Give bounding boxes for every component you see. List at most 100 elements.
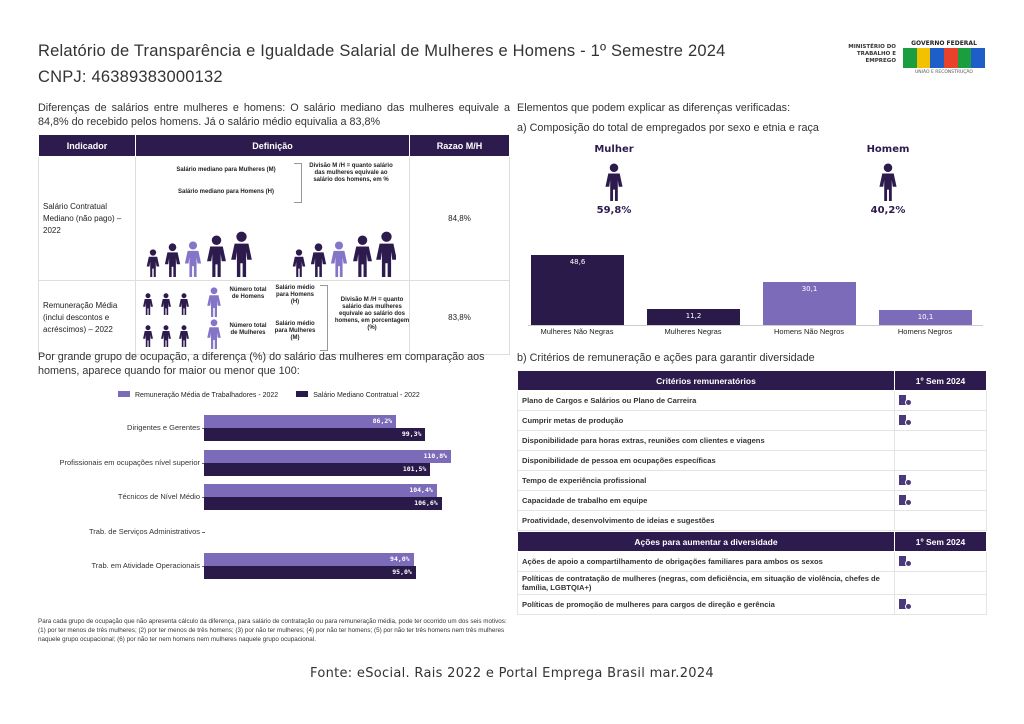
sub-b-heading: b) Critérios de remuneração e ações para… [517, 352, 815, 364]
row-check [894, 430, 987, 451]
row-check [894, 551, 987, 572]
category-label: Homens Negros [897, 327, 953, 336]
legend-item-salario: Salário Mediano Contratual - 2022 [296, 391, 420, 399]
bar-value: 10,1 [917, 313, 934, 322]
row-check [894, 450, 987, 471]
people-illustration [146, 229, 397, 281]
row-label: Tempo de experiência profissional [517, 470, 895, 491]
row-check [894, 390, 987, 411]
definition-mean: Número total de Homens Salário médio par… [135, 280, 410, 355]
report-title: Relatório de Transparência e Igualdade S… [38, 38, 828, 90]
category-label: Técnicos de Nível Médio [117, 492, 200, 501]
def-a: Salário mediano para Mulheres (M) [176, 167, 276, 173]
category-label: Homens Não Negros [773, 327, 845, 336]
table-row: Políticas de promoção de mulheres para c… [517, 594, 987, 615]
gov-label: GOVERNO FEDERAL [911, 40, 977, 47]
men-pct: 40,2% [870, 205, 906, 216]
composition-bar: 30,1 [763, 281, 856, 325]
women-pct: 59,8% [596, 205, 632, 216]
check-icon [899, 474, 912, 486]
bar-remuneracao: 86,2% [204, 415, 397, 428]
category-label: Dirigentes e Gerentes [127, 423, 200, 432]
man-icon [879, 163, 897, 201]
indicator-name: Salário Contratual Mediano (não pago) – … [38, 156, 136, 281]
axis-tick [202, 532, 205, 533]
row-label: Ações de apoio a compartilhamento de obr… [517, 551, 895, 572]
row-check [894, 510, 987, 531]
women-summary: Mulher 59,8% [594, 144, 634, 216]
diversity-header: Ações para aumentar a diversidade [517, 531, 895, 552]
axis-tick [202, 566, 205, 567]
s-homens: Salário médio para Homens (H) [275, 285, 315, 305]
check-icon [899, 414, 912, 426]
row-check [894, 571, 987, 595]
bar-value: 11,2 [685, 311, 702, 320]
definition-median: Salário mediano para Mulheres (M) Salári… [135, 156, 410, 281]
women-label: Mulher [594, 144, 634, 155]
row-label: Capacidade de trabalho em equipe [517, 490, 895, 511]
check-icon [899, 555, 912, 567]
row-check [894, 594, 987, 615]
ministry-logo-text: MINISTÉRIO DO TRABALHO E EMPREGO [848, 44, 896, 64]
row-label: Plano de Cargos e Salários ou Plano de C… [517, 390, 895, 411]
table-row: Disponibilidade para horas extras, reuni… [517, 430, 987, 451]
footnote: Para cada grupo de ocupação que não apre… [38, 618, 507, 643]
right-heading: Elementos que podem explicar as diferenç… [517, 102, 791, 114]
gov-tagline: UNIÃO E RECONSTRUÇÃO [915, 70, 973, 75]
ratio-mean: 83,8% [409, 280, 510, 355]
composition-bar: 10,1 [879, 310, 972, 325]
indicator-name: Remuneração Média (inclui descontos e ac… [38, 280, 136, 355]
bar-remuneracao: 94,0% [204, 553, 414, 566]
people-sum-icons [142, 287, 232, 353]
table-row: Ações de apoio a compartilhamento de obr… [517, 551, 987, 572]
axis-tick [202, 463, 205, 464]
table-row: Disponibilidade de pessoa em ocupações e… [517, 450, 987, 471]
men-label: Homem [866, 144, 910, 155]
diversity-col: 1º Sem 2024 [894, 531, 987, 552]
row-label: Disponibilidade de pessoa em ocupações e… [517, 450, 895, 471]
n-homens: Número total de Homens [229, 287, 267, 300]
check-icon [899, 494, 912, 506]
row-check [894, 490, 987, 511]
category-label: Mulheres Não Negras [540, 327, 614, 336]
row-label: Políticas de contratação de mulheres (ne… [517, 571, 895, 595]
axis-tick [202, 428, 205, 429]
header-definicao: Definição [135, 134, 410, 157]
def-c: Divisão M /H = quanto salário das mulher… [334, 297, 410, 331]
axis-tick [202, 497, 205, 498]
row-check [894, 470, 987, 491]
row-check [894, 410, 987, 431]
check-icon [899, 394, 912, 406]
woman-icon [605, 163, 623, 201]
header-indicador: Indicador [38, 134, 136, 157]
row-label: Proatividade, desenvolvimento de ideias … [517, 510, 895, 531]
table-row: Tempo de experiência profissional [517, 470, 987, 491]
men-summary: Homem 40,2% [866, 144, 910, 216]
table-row: Capacidade de trabalho em equipe [517, 490, 987, 511]
category-label: Mulheres Negras [664, 327, 722, 336]
category-label: Trab. em Atividade Operacionais [91, 561, 200, 570]
sub-a-heading: a) Composição do total de empregados por… [517, 122, 819, 134]
category-label: Profissionais em ocupações nível superio… [59, 458, 201, 467]
bar-salario: 101,5% [204, 463, 431, 476]
legend-item-remuneracao: Remuneração Média de Trabalhadores - 202… [118, 391, 278, 399]
check-icon [899, 598, 912, 610]
gov-logo: GOVERNO FEDERAL UNIÃO E RECONSTRUÇÃO [903, 40, 986, 75]
title-text: Relatório de Transparência e Igualdade S… [38, 42, 726, 60]
header-razao: Razao M/H [409, 134, 510, 157]
bar-remuneracao: 110,8% [204, 450, 452, 463]
def-b: Salário mediano para Homens (H) [177, 189, 275, 195]
chart-baseline [528, 325, 983, 326]
cnpj: CNPJ: 46389383000132 [38, 68, 223, 86]
composition-bar: 11,2 [647, 308, 740, 325]
category-label: Trab. de Serviços Administrativos [88, 527, 200, 536]
row-label: Cumprir metas de produção [517, 410, 895, 431]
chart-legend: Remuneração Média de Trabalhadores - 202… [118, 391, 420, 399]
s-mulheres: Salário médio para Mulheres (M) [274, 321, 316, 341]
table-row: Salário Contratual Mediano (não pago) – … [38, 156, 510, 281]
bar-value: 48,6 [569, 258, 586, 267]
table-row: Políticas de contratação de mulheres (ne… [517, 571, 987, 595]
intro-text: Diferenças de salários entre mulheres e … [38, 102, 510, 128]
n-mulheres: Número total de Mulheres [229, 323, 267, 336]
source-text: Fonte: eSocial. Rais 2022 e Portal Empre… [310, 666, 714, 681]
